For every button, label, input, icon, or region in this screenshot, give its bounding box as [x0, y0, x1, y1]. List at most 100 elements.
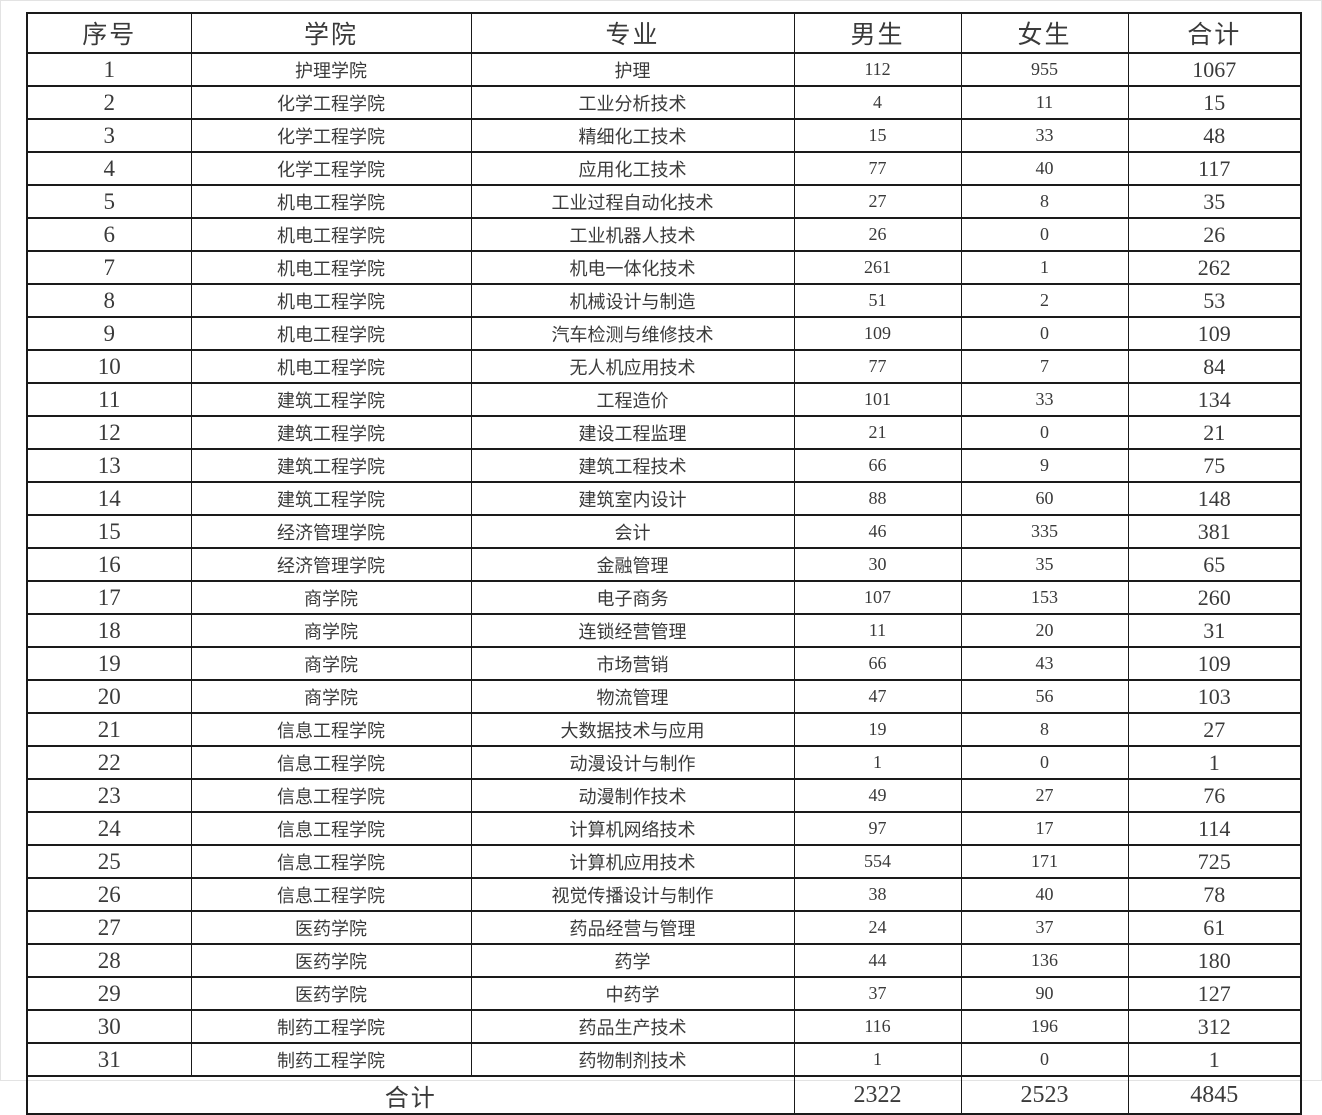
college-cell: 信息工程学院: [190, 778, 472, 813]
female-count-cell: 33: [960, 118, 1129, 153]
male-count-cell: 112: [793, 52, 962, 87]
total-count-cell: 78: [1127, 877, 1302, 912]
total-count-cell: 103: [1127, 679, 1302, 714]
row-number-cell: 21: [26, 712, 192, 747]
row-number-cell: 8: [26, 283, 192, 318]
male-count-cell: 46: [793, 514, 962, 549]
male-count-cell: 49: [793, 778, 962, 813]
male-count-cell: 47: [793, 679, 962, 714]
row-number-cell: 3: [26, 118, 192, 153]
female-count-cell: 40: [960, 151, 1129, 186]
table-row: 19 商学院 市场营销 66 43 109: [26, 646, 1302, 681]
female-count-cell: 9: [960, 448, 1129, 483]
table-row: 31 制药工程学院 药物制剂技术 1 0 1: [26, 1042, 1302, 1077]
college-cell: 经济管理学院: [190, 514, 472, 549]
college-cell: 化学工程学院: [190, 85, 472, 120]
table-row: 22 信息工程学院 动漫设计与制作 1 0 1: [26, 745, 1302, 780]
row-number-cell: 7: [26, 250, 192, 285]
major-cell: 精细化工技术: [470, 118, 795, 153]
female-count-cell: 1: [960, 250, 1129, 285]
table-row: 10 机电工程学院 无人机应用技术 77 7 84: [26, 349, 1302, 384]
female-count-cell: 60: [960, 481, 1129, 516]
total-count-cell: 26: [1127, 217, 1302, 252]
table-row: 24 信息工程学院 计算机网络技术 97 17 114: [26, 811, 1302, 846]
table-row: 17 商学院 电子商务 107 153 260: [26, 580, 1302, 615]
table-row: 29 医药学院 中药学 37 90 127: [26, 976, 1302, 1011]
male-count-cell: 15: [793, 118, 962, 153]
female-count-cell: 0: [960, 217, 1129, 252]
college-cell: 机电工程学院: [190, 316, 472, 351]
table-row: 4 化学工程学院 应用化工技术 77 40 117: [26, 151, 1302, 186]
male-count-cell: 38: [793, 877, 962, 912]
row-number-cell: 29: [26, 976, 192, 1011]
college-cell: 信息工程学院: [190, 811, 472, 846]
row-number-cell: 27: [26, 910, 192, 945]
major-cell: 动漫设计与制作: [470, 745, 795, 780]
college-cell: 建筑工程学院: [190, 382, 472, 417]
total-label-cell: 合计: [26, 1075, 795, 1115]
male-count-cell: 11: [793, 613, 962, 648]
total-count-cell: 31: [1127, 613, 1302, 648]
total-count-cell: 381: [1127, 514, 1302, 549]
male-count-cell: 1: [793, 1042, 962, 1077]
female-count-cell: 136: [960, 943, 1129, 978]
row-number-cell: 22: [26, 745, 192, 780]
college-cell: 医药学院: [190, 943, 472, 978]
total-count-cell: 75: [1127, 448, 1302, 483]
college-cell: 建筑工程学院: [190, 415, 472, 450]
female-count-cell: 56: [960, 679, 1129, 714]
college-cell: 制药工程学院: [190, 1009, 472, 1044]
female-count-cell: 0: [960, 316, 1129, 351]
total-count-cell: 53: [1127, 283, 1302, 318]
table-body: 1 护理学院 护理 112 955 1067 2 化学工程学院 工业分析技术 4 11 15 3 化学工程…: [26, 52, 1302, 1077]
female-count-cell: 43: [960, 646, 1129, 681]
total-count-cell: 114: [1127, 811, 1302, 846]
college-cell: 建筑工程学院: [190, 481, 472, 516]
row-number-cell: 30: [26, 1009, 192, 1044]
male-count-cell: 30: [793, 547, 962, 582]
major-cell: 计算机应用技术: [470, 844, 795, 879]
table-row: 2 化学工程学院 工业分析技术 4 11 15: [26, 85, 1302, 120]
total-female-cell: 2523: [960, 1075, 1129, 1115]
table-row: 12 建筑工程学院 建设工程监理 21 0 21: [26, 415, 1302, 450]
female-count-cell: 0: [960, 745, 1129, 780]
female-count-cell: 20: [960, 613, 1129, 648]
female-count-cell: 8: [960, 712, 1129, 747]
total-count-cell: 76: [1127, 778, 1302, 813]
total-row: 合计 2322 2523 4845: [26, 1075, 1302, 1115]
table-row: 18 商学院 连锁经营管理 11 20 31: [26, 613, 1302, 648]
major-cell: 应用化工技术: [470, 151, 795, 186]
table-row: 16 经济管理学院 金融管理 30 35 65: [26, 547, 1302, 582]
row-number-cell: 19: [26, 646, 192, 681]
major-cell: 中药学: [470, 976, 795, 1011]
row-number-cell: 17: [26, 580, 192, 615]
table-row: 9 机电工程学院 汽车检测与维修技术 109 0 109: [26, 316, 1302, 351]
male-count-cell: 27: [793, 184, 962, 219]
male-count-cell: 261: [793, 250, 962, 285]
major-cell: 大数据技术与应用: [470, 712, 795, 747]
major-cell: 工程造价: [470, 382, 795, 417]
table-row: 25 信息工程学院 计算机应用技术 554 171 725: [26, 844, 1302, 879]
male-count-cell: 4: [793, 85, 962, 120]
row-number-cell: 24: [26, 811, 192, 846]
row-number-cell: 14: [26, 481, 192, 516]
header-female: 女生: [960, 12, 1129, 54]
table-row: 27 医药学院 药品经营与管理 24 37 61: [26, 910, 1302, 945]
total-count-cell: 27: [1127, 712, 1302, 747]
total-count-cell: 48: [1127, 118, 1302, 153]
total-count-cell: 725: [1127, 844, 1302, 879]
table-footer: 合计 2322 2523 4845: [26, 1075, 1302, 1115]
total-count-cell: 262: [1127, 250, 1302, 285]
major-cell: 机电一体化技术: [470, 250, 795, 285]
major-cell: 汽车检测与维修技术: [470, 316, 795, 351]
male-count-cell: 44: [793, 943, 962, 978]
total-count-cell: 180: [1127, 943, 1302, 978]
college-cell: 机电工程学院: [190, 250, 472, 285]
row-number-cell: 5: [26, 184, 192, 219]
total-count-cell: 65: [1127, 547, 1302, 582]
female-count-cell: 8: [960, 184, 1129, 219]
major-cell: 连锁经营管理: [470, 613, 795, 648]
male-count-cell: 554: [793, 844, 962, 879]
college-cell: 机电工程学院: [190, 349, 472, 384]
row-number-cell: 11: [26, 382, 192, 417]
